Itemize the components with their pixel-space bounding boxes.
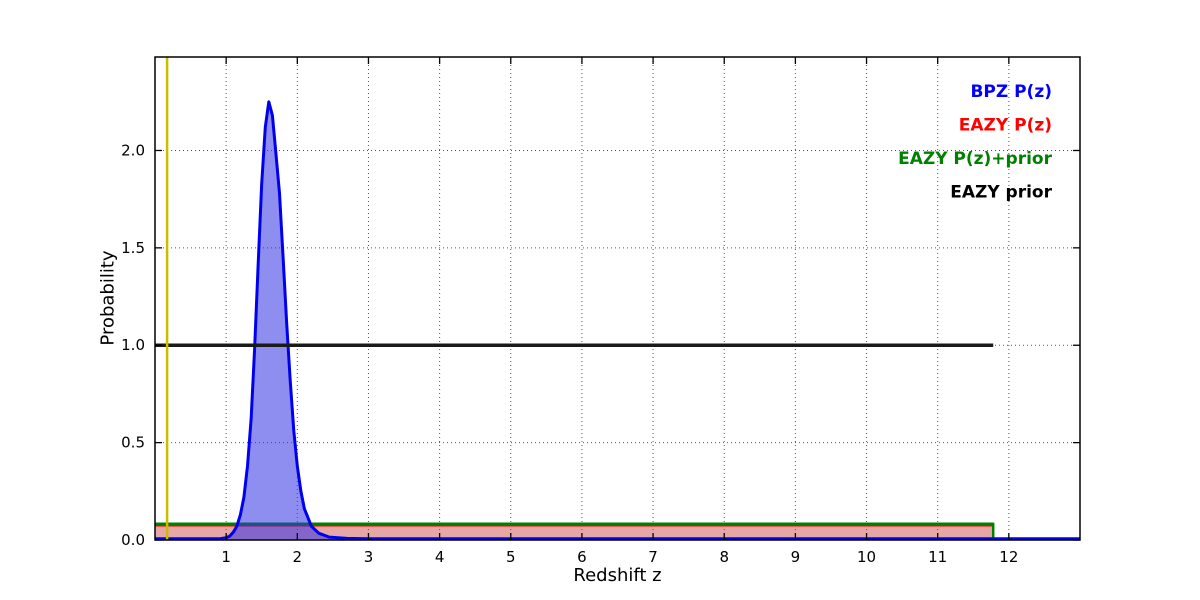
series-bpz-p-z-line bbox=[155, 100, 1080, 541]
x-axis-label: Redshift z bbox=[573, 565, 662, 586]
x-tick-label: 8 bbox=[719, 548, 729, 566]
plot-border bbox=[154, 56, 1081, 541]
legend-entry: BPZ P(z) bbox=[970, 82, 1052, 102]
y-tick-label: 1.5 bbox=[121, 239, 145, 257]
series-eazy-p-z-prior-line bbox=[155, 522, 995, 540]
y-axis-label: Probability bbox=[97, 250, 119, 346]
x-tick-label: 4 bbox=[435, 548, 445, 566]
series-eazy-p-z-fill bbox=[155, 525, 994, 540]
x-tick-label: 7 bbox=[648, 548, 658, 566]
y-tick-label: 0.5 bbox=[121, 434, 145, 452]
x-tick-label: 5 bbox=[506, 548, 516, 566]
legend-entry: EAZY P(z) bbox=[959, 116, 1052, 136]
x-tick-label: 6 bbox=[577, 548, 587, 566]
x-tick-label: 9 bbox=[791, 548, 801, 566]
x-tick-label: 11 bbox=[928, 548, 947, 566]
x-tick-label: 3 bbox=[364, 548, 374, 566]
x-tick-label: 2 bbox=[293, 548, 303, 566]
y-tick-label: 2.0 bbox=[121, 141, 145, 159]
y-tick-label: 1.0 bbox=[121, 336, 145, 354]
legend-entry: EAZY P(z)+prior bbox=[898, 149, 1053, 169]
series-bpz-p-z-fill bbox=[155, 101, 1080, 541]
x-tick-label: 1 bbox=[221, 548, 231, 566]
legend-entry: EAZY prior bbox=[950, 183, 1052, 203]
y-tick-label: 0.0 bbox=[121, 531, 145, 549]
x-tick-label: 12 bbox=[999, 548, 1018, 566]
x-tick-label: 10 bbox=[857, 548, 876, 566]
